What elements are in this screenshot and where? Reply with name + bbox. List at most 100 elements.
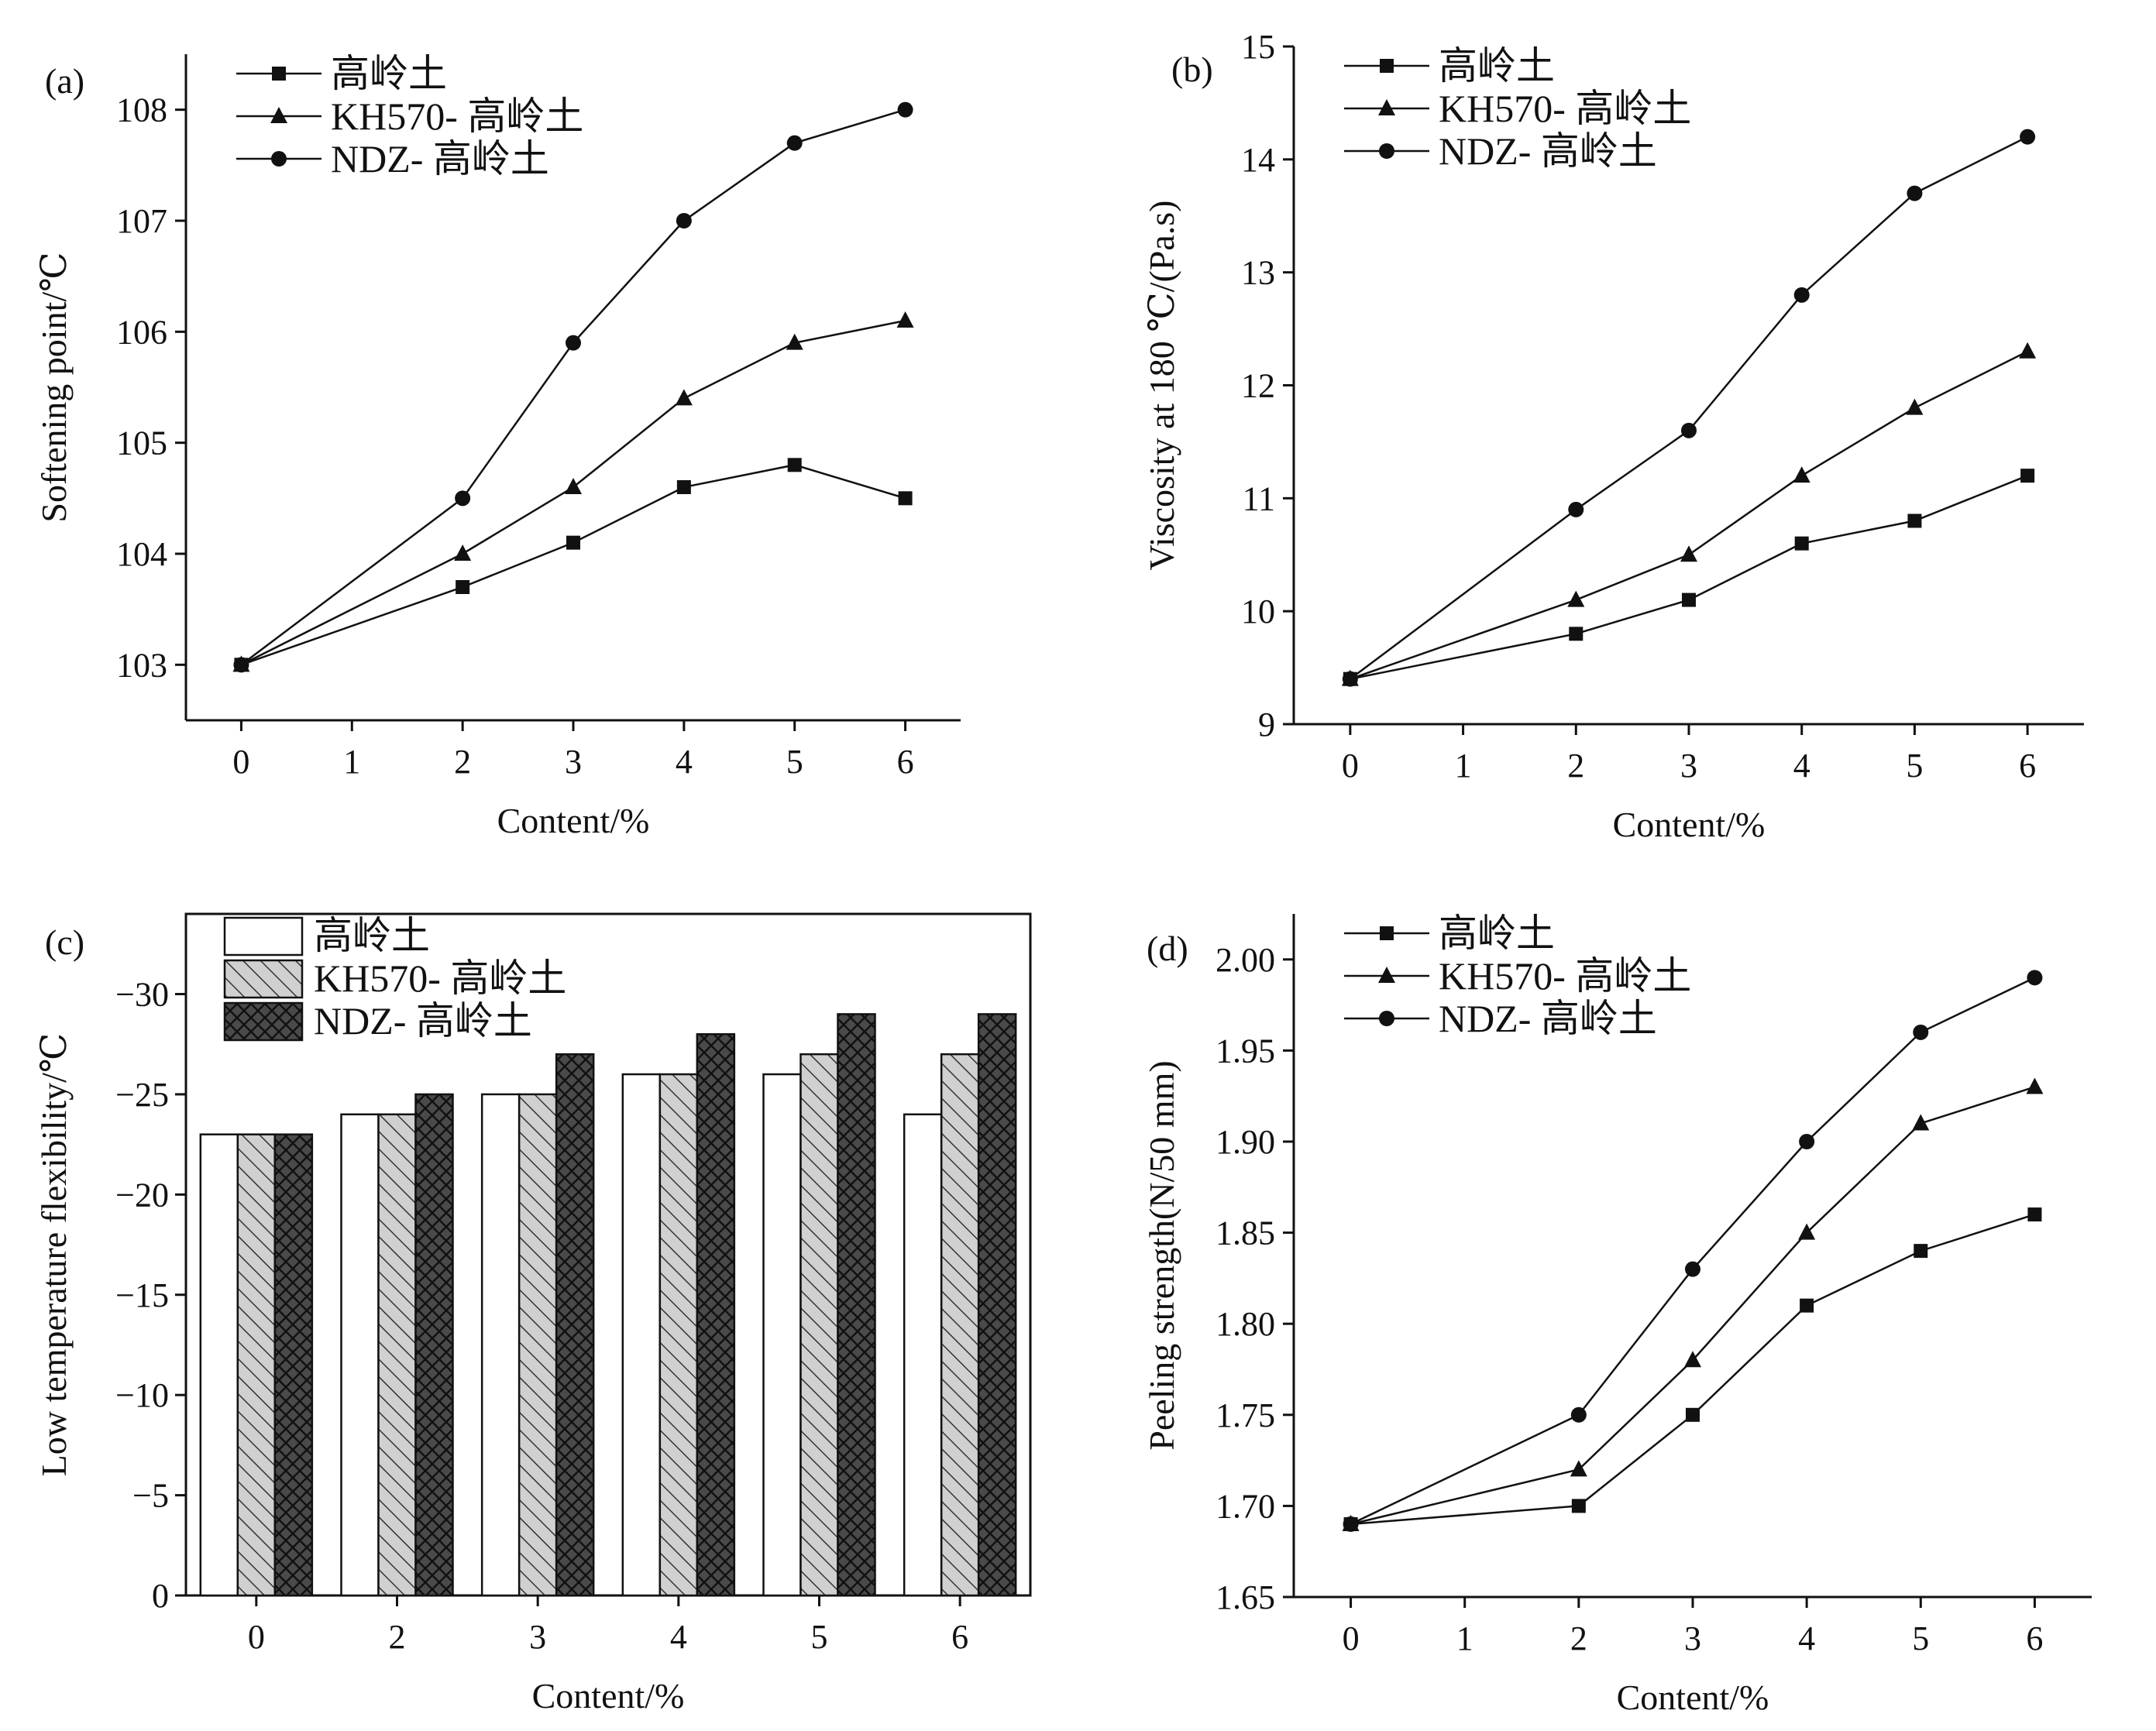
series-line <box>1350 977 2035 1526</box>
data-point <box>676 480 691 494</box>
data-point <box>1800 1298 1814 1313</box>
panel-label: (a) <box>45 61 84 101</box>
data-point <box>786 333 803 350</box>
y-tick-label: 1.80 <box>1216 1305 1275 1343</box>
data-point <box>1906 398 1924 415</box>
panel-label: (d) <box>1147 929 1188 968</box>
series-line <box>1350 1086 2035 1526</box>
data-point <box>898 491 913 506</box>
data-point <box>1342 671 1358 687</box>
legend-label: NDZ- 高岭土 <box>331 137 549 180</box>
x-tick-label: 4 <box>676 743 693 781</box>
y-tick-label: 106 <box>116 313 167 351</box>
bar <box>555 1053 595 1597</box>
x-axis-title: Content/% <box>1617 1678 1769 1717</box>
y-tick-label: 9 <box>1258 706 1275 744</box>
y-axis-title: Peeling strength(N/50 mm) <box>1142 1060 1181 1450</box>
x-tick-label: 6 <box>951 1618 968 1656</box>
x-axis-title: Content/% <box>1613 805 1766 844</box>
bar <box>903 1113 943 1597</box>
data-point <box>1680 545 1697 562</box>
data-point <box>786 135 803 151</box>
x-tick-label: 2 <box>1570 1619 1587 1657</box>
y-tick-label: 15 <box>1241 28 1275 66</box>
x-tick-label: 1 <box>1456 1619 1473 1657</box>
panel-c: 0 −5 −10 −15 −20 −25 −30 0 2 3 4 5 6 Content/% Low tem… <box>34 912 1032 1716</box>
data-point <box>1570 1406 1587 1423</box>
x-tick-label: 3 <box>565 743 582 781</box>
legend-swatch <box>223 959 304 999</box>
x-tick-label: 3 <box>529 1618 546 1656</box>
data-point <box>454 544 472 561</box>
y-tick-label: 108 <box>116 91 167 129</box>
bar <box>414 1093 454 1597</box>
legend-marker <box>1380 926 1394 940</box>
data-point <box>456 580 470 594</box>
series-line <box>1350 475 2028 680</box>
legend-label: 高岭土 <box>331 52 447 95</box>
bar <box>977 1013 1017 1597</box>
legend-swatch <box>223 1001 304 1042</box>
data-point <box>1793 287 1810 303</box>
data-point <box>1684 1351 1701 1368</box>
data-point <box>2027 970 2043 986</box>
y-axis-title: Softening point/℃ <box>34 252 74 522</box>
y-tick-label: −20 <box>115 1176 169 1214</box>
data-point <box>1907 513 1922 528</box>
data-point <box>897 101 913 118</box>
data-point <box>1913 1024 1929 1040</box>
data-point <box>675 389 693 406</box>
series-line <box>1350 136 2028 680</box>
x-tick-label: 4 <box>1798 1619 1815 1657</box>
bar <box>658 1073 699 1597</box>
y-axis-title: Low temperature flexibility/℃ <box>34 1033 74 1477</box>
bar <box>518 1093 558 1597</box>
data-point <box>1686 1407 1700 1422</box>
data-point <box>2019 342 2037 359</box>
y-tick-label: 14 <box>1241 141 1275 179</box>
legend-label: KH570- 高岭土 <box>314 957 566 1000</box>
series-line <box>240 319 906 666</box>
x-tick-label: 2 <box>454 743 471 781</box>
series-line <box>241 464 906 666</box>
x-tick-label: 5 <box>1912 1619 1929 1657</box>
bar <box>340 1113 380 1597</box>
legend-label: KH570- 高岭土 <box>331 94 583 138</box>
x-axis-title: Content/% <box>532 1676 685 1716</box>
y-tick-label: 105 <box>116 424 167 462</box>
x-tick-label: 3 <box>1680 747 1697 785</box>
data-point <box>676 213 692 228</box>
y-tick-label: 13 <box>1241 254 1275 292</box>
x-axis-title: Content/% <box>497 801 650 840</box>
bar <box>837 1013 876 1597</box>
bar <box>273 1133 314 1597</box>
legend-marker <box>1378 967 1395 983</box>
data-point <box>1793 466 1810 483</box>
legend-label: 高岭土 <box>1439 912 1555 955</box>
x-tick-label: 6 <box>2026 1619 2043 1657</box>
data-point <box>1567 590 1585 607</box>
data-point <box>1568 501 1584 517</box>
data-point <box>1912 1114 1930 1131</box>
legend-label: NDZ- 高岭土 <box>1439 129 1657 173</box>
legend-marker <box>1380 59 1394 73</box>
data-point <box>1570 1460 1587 1477</box>
series-line <box>1350 350 2028 680</box>
x-tick-label: 6 <box>2019 747 2036 785</box>
legend-marker <box>1379 1011 1394 1026</box>
legend-label: 高岭土 <box>1439 44 1555 88</box>
data-point <box>2020 469 2035 483</box>
y-tick-label: 2.00 <box>1216 941 1275 979</box>
data-point <box>1571 1499 1586 1513</box>
bar <box>480 1093 521 1597</box>
data-point <box>1681 422 1697 438</box>
legend-marker <box>270 107 287 123</box>
bar <box>199 1133 239 1597</box>
y-tick-label: 103 <box>116 646 167 684</box>
panel-label: (b) <box>1171 50 1213 89</box>
y-tick-label: 107 <box>116 202 167 240</box>
legend-marker <box>1378 99 1395 115</box>
x-tick-label: 1 <box>343 743 360 781</box>
